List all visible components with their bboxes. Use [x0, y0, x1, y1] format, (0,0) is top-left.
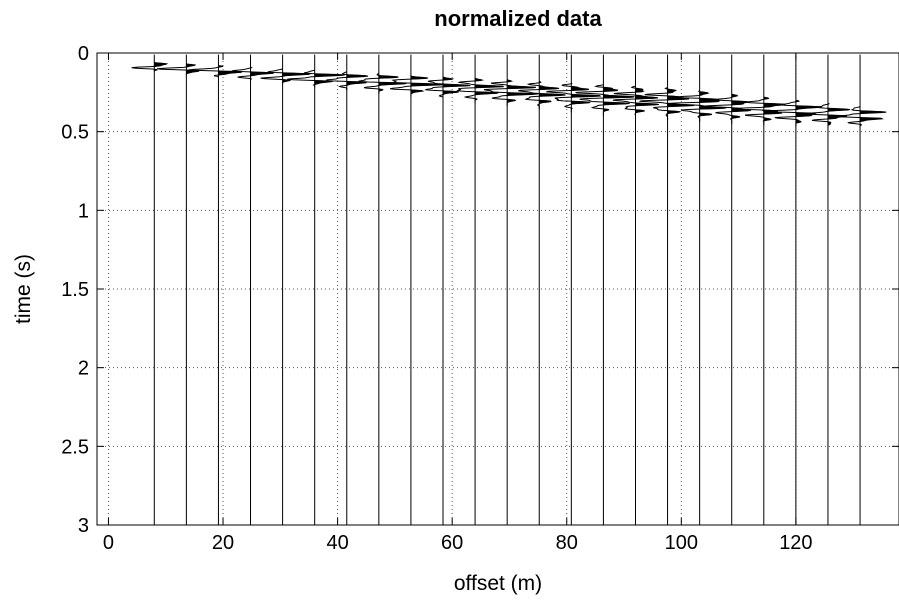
trace-wiggle — [156, 63, 200, 75]
trace — [803, 54, 851, 525]
trace — [518, 54, 566, 525]
trace — [483, 54, 539, 525]
trace — [358, 54, 407, 525]
x-tick-label: 80 — [556, 532, 578, 554]
trace-wiggle — [835, 106, 887, 129]
x-axis-label: offset (m) — [454, 572, 542, 595]
trace-wiggle — [260, 68, 311, 85]
y-tick-label: 1 — [78, 200, 89, 222]
trace-wiggle — [612, 85, 659, 119]
trace — [835, 54, 887, 525]
y-axis-label: time (s) — [12, 254, 35, 324]
trace — [638, 54, 695, 525]
y-tick-label: 0 — [78, 43, 89, 65]
trace — [456, 54, 505, 525]
x-tick-label: 60 — [441, 532, 463, 554]
trace — [131, 54, 169, 525]
y-tick-label: 0.5 — [61, 122, 89, 144]
trace-wiggle — [803, 102, 851, 129]
trace-wiggle — [325, 71, 369, 91]
trace — [761, 54, 823, 525]
y-tick-label: 2.5 — [61, 436, 89, 458]
trace — [156, 54, 200, 525]
x-tick-label: 20 — [212, 532, 234, 554]
trace-wiggle — [358, 72, 407, 94]
trace-wiggle — [575, 84, 635, 116]
trace — [389, 54, 445, 525]
trace-wiggle — [456, 77, 505, 104]
trace — [704, 54, 751, 525]
y-tick-labels: 0 0.5 1 1.5 2 2.5 3 — [61, 43, 89, 537]
trace — [545, 54, 602, 525]
trace — [612, 54, 659, 525]
trace — [666, 54, 727, 525]
trace — [287, 54, 345, 525]
trace — [424, 54, 471, 525]
trace-wiggle — [287, 69, 345, 88]
trace-wiggle — [545, 82, 602, 113]
x-tick-label: 0 — [103, 532, 114, 554]
x-tick-label: 40 — [326, 532, 348, 554]
axis-ticks — [97, 52, 899, 526]
x-tick-label: 120 — [779, 532, 812, 554]
trace — [260, 54, 311, 525]
traces — [131, 54, 887, 525]
trace-wiggle — [518, 80, 566, 110]
trace — [231, 54, 274, 525]
trace-wiggle — [131, 61, 169, 72]
trace — [325, 54, 369, 525]
x-tick-label: 100 — [665, 532, 698, 554]
chart-title: normalized data — [434, 6, 602, 31]
y-tick-label: 3 — [78, 515, 89, 537]
trace-wiggle — [231, 66, 274, 81]
trace — [733, 54, 786, 525]
trace-wiggle — [483, 79, 539, 107]
trace — [188, 54, 242, 525]
x-tick-labels: 0 20 40 60 80 100 120 — [103, 532, 813, 554]
trace-wiggle — [733, 96, 786, 125]
trace — [575, 54, 635, 525]
y-tick-label: 1.5 — [61, 279, 89, 301]
trace-wiggle — [424, 76, 471, 100]
trace-wiggle — [761, 99, 823, 127]
grid-lines — [97, 52, 899, 526]
y-tick-label: 2 — [78, 358, 89, 380]
trace-wiggle — [389, 74, 445, 97]
